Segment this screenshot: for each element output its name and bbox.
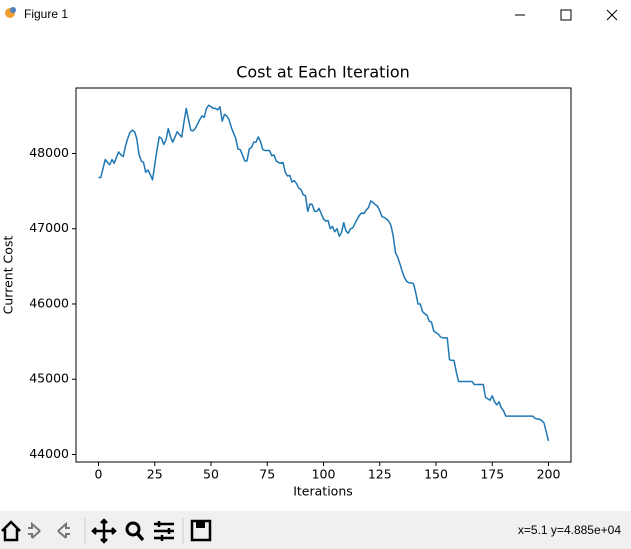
close-button[interactable] bbox=[606, 9, 618, 21]
x-tick-label: 125 bbox=[368, 467, 392, 482]
maximize-button[interactable] bbox=[560, 9, 572, 21]
y-tick-label: 46000 bbox=[29, 295, 69, 310]
x-tick-label: 25 bbox=[147, 467, 163, 482]
x-axis-label: Iterations bbox=[293, 484, 353, 499]
y-axis-label: Current Cost bbox=[1, 236, 16, 315]
y-tick-label: 44000 bbox=[29, 446, 69, 461]
x-tick-label: 100 bbox=[312, 467, 336, 482]
x-tick-label: 150 bbox=[424, 467, 448, 482]
title-bar bbox=[0, 0, 631, 30]
forward-button[interactable] bbox=[57, 521, 70, 539]
axes-frame bbox=[75, 87, 572, 463]
y-tick-label: 48000 bbox=[29, 145, 69, 160]
app-icon bbox=[5, 7, 16, 18]
zoom-button[interactable] bbox=[125, 521, 145, 542]
pan-button[interactable] bbox=[91, 518, 117, 544]
x-tick-label: 75 bbox=[259, 467, 275, 482]
x-tick-label: 200 bbox=[537, 467, 561, 482]
home-button[interactable] bbox=[1, 520, 21, 542]
y-tick-label: 45000 bbox=[29, 371, 69, 386]
back-button[interactable] bbox=[28, 521, 41, 539]
x-tick-label: 50 bbox=[203, 467, 219, 482]
y-tick-label: 47000 bbox=[29, 220, 69, 235]
chart-title: Cost at Each Iteration bbox=[236, 63, 410, 82]
x-tick-label: 175 bbox=[480, 467, 504, 482]
status-text: x=5.1 y=4.885e+04 bbox=[518, 523, 621, 537]
data-line bbox=[98, 104, 550, 442]
window-title: Figure 1 bbox=[24, 7, 68, 21]
save-button[interactable] bbox=[190, 519, 212, 542]
x-tick-label: 0 bbox=[95, 467, 103, 482]
configure-button[interactable] bbox=[154, 521, 174, 541]
